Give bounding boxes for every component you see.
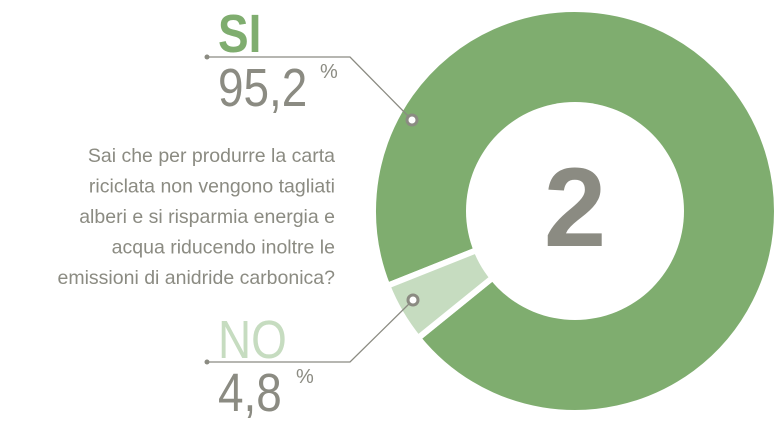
leader-dot [405, 113, 419, 127]
question-line: emissioni di anidride carbonica? [58, 267, 336, 289]
unit-label: % [296, 366, 314, 388]
value-label: 95,2 [218, 58, 307, 118]
unit-label: % [320, 61, 338, 83]
leader-line [207, 56, 413, 121]
leader-dot [204, 54, 210, 60]
leader-dot [406, 293, 420, 307]
question-line: alberi e si risparmia energia e [79, 206, 335, 228]
question-line: riciclata non vengono tagliati [89, 176, 335, 198]
question-text: Sai che per produrre la carta riciclata n… [58, 145, 336, 289]
donut-hole [466, 102, 684, 320]
question-line: acqua riducendo inoltre le [112, 237, 335, 259]
question-number: 2 [544, 145, 606, 270]
category-label: NO [218, 310, 287, 370]
question-line: Sai che per produrre la carta [88, 145, 335, 167]
leader-dot [204, 359, 210, 365]
leader-line [207, 299, 414, 363]
category-label: SI [218, 4, 261, 64]
value-label: 4,8 [218, 363, 282, 421]
